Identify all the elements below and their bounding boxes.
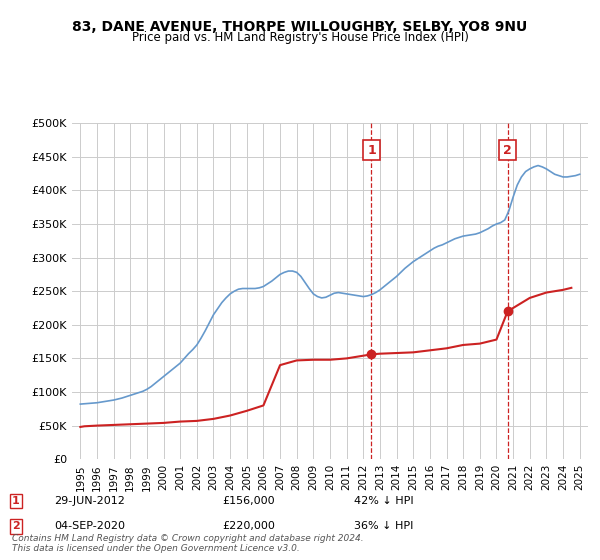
Text: 42% ↓ HPI: 42% ↓ HPI [354, 496, 413, 506]
Text: Price paid vs. HM Land Registry's House Price Index (HPI): Price paid vs. HM Land Registry's House … [131, 31, 469, 44]
Text: 36% ↓ HPI: 36% ↓ HPI [354, 521, 413, 531]
Text: 2: 2 [503, 143, 512, 157]
Text: 29-JUN-2012: 29-JUN-2012 [54, 496, 125, 506]
Text: £156,000: £156,000 [222, 496, 275, 506]
Text: 2: 2 [12, 521, 20, 531]
Text: £220,000: £220,000 [222, 521, 275, 531]
Text: Contains HM Land Registry data © Crown copyright and database right 2024.
This d: Contains HM Land Registry data © Crown c… [12, 534, 364, 553]
Text: 04-SEP-2020: 04-SEP-2020 [54, 521, 125, 531]
Text: 83, DANE AVENUE, THORPE WILLOUGHBY, SELBY, YO8 9NU: 83, DANE AVENUE, THORPE WILLOUGHBY, SELB… [73, 20, 527, 34]
Text: 1: 1 [12, 496, 20, 506]
Text: 1: 1 [367, 143, 376, 157]
